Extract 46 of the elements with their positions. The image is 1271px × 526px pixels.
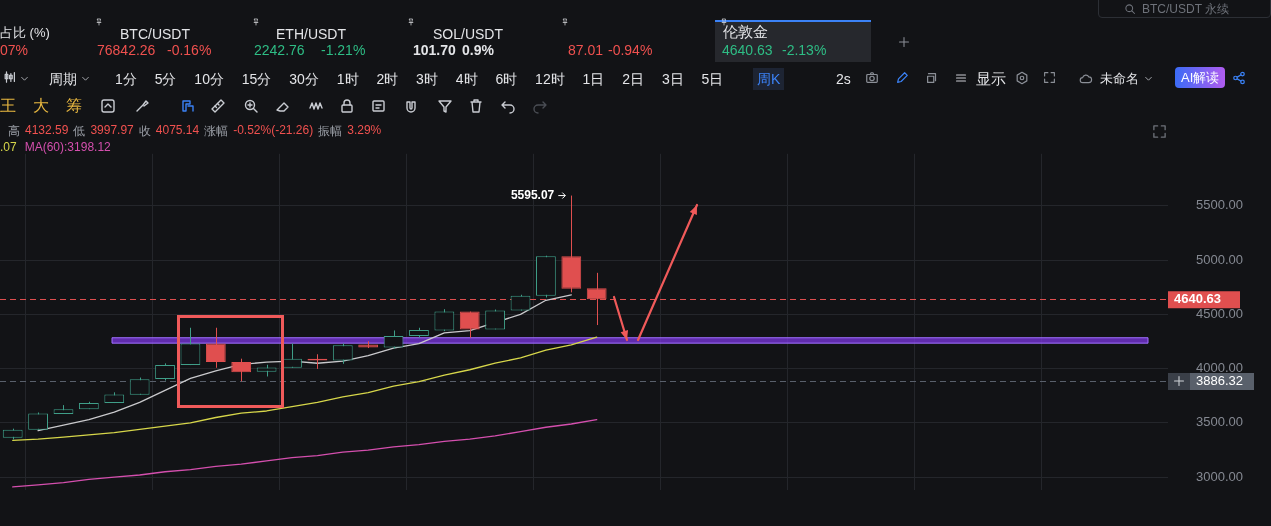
text: 显示: [976, 70, 1006, 87]
text: 低: [73, 123, 86, 140]
text: 高: [8, 123, 20, 140]
text: BTC/USDT 永续: [1142, 2, 1230, 16]
ref-line-label: 4640.63: [1174, 290, 1221, 306]
annotation: 5595.07: [510, 187, 555, 202]
text: 周K: [753, 68, 785, 90]
annotation: MA(60):3198.12: [24, 140, 111, 154]
text: 周期: [49, 71, 77, 87]
text: SOL/USDT: [433, 26, 504, 42]
text: 4132.59: [25, 123, 69, 139]
text: 王: [0, 97, 16, 114]
text: -0.52%(-21.26): [233, 123, 314, 139]
text: 87.01: [568, 42, 604, 58]
text: 2242.76: [254, 42, 305, 58]
text: 伦敦金: [723, 23, 768, 40]
text: 涨幅: [204, 123, 229, 140]
y-tick-label: 5500.00: [1196, 197, 1243, 213]
text: -1.21%: [321, 42, 366, 58]
text: 101.70: [413, 42, 456, 58]
text: -0.94%: [608, 42, 653, 58]
text: BTC/USDT: [120, 26, 190, 42]
y-tick-label: 3000.00: [1196, 468, 1243, 484]
text: 2s: [836, 71, 851, 87]
text: 振幅: [318, 123, 343, 140]
y-tick-label: 3500.00: [1196, 414, 1243, 430]
text: -2.13%: [782, 42, 827, 58]
text: 3997.97: [90, 123, 134, 139]
text: 大: [33, 97, 49, 114]
y-tick-label: 4500.00: [1196, 305, 1243, 321]
text: 4640.63: [722, 42, 773, 58]
annotation: .07: [0, 140, 17, 154]
text: 4075.14: [155, 123, 200, 139]
text: 筹: [66, 97, 82, 114]
text: 0.9%: [462, 42, 494, 58]
text: 76842.26: [97, 42, 156, 58]
text: AI解读: [1175, 67, 1226, 88]
text: 未命名: [1100, 71, 1139, 86]
text: -0.16%: [167, 42, 212, 58]
text: 1分 5分 10分 15分 30分 1时 2时 3时 4时 6时 12时 1日 2日 3日 5日: [115, 71, 724, 87]
text: 3.29%: [347, 123, 382, 139]
text: 收: [138, 123, 151, 140]
text: ETH/USDT: [276, 26, 346, 42]
text: 占比 (%): [0, 25, 50, 40]
text: 07%: [0, 42, 29, 58]
y-tick-label: 5000.00: [1196, 251, 1243, 267]
